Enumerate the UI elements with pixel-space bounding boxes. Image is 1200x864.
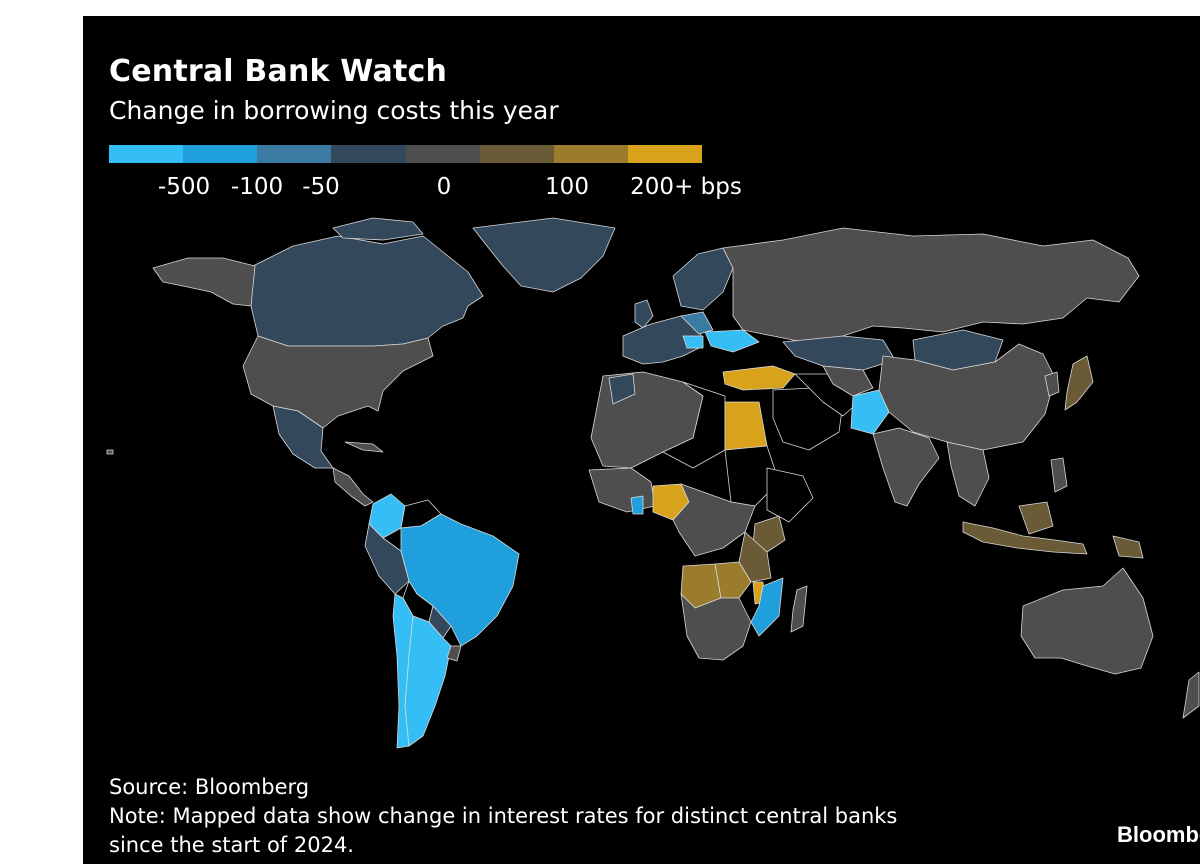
- region-new-zealand: [1182, 671, 1200, 719]
- legend-swatch-3: [331, 145, 406, 163]
- legend-tick-3: 0: [436, 174, 452, 200]
- region-india: [872, 427, 940, 507]
- chart-title: Central Bank Watch: [109, 54, 448, 89]
- region-borneo: [1018, 501, 1054, 535]
- source-text: Source: Bloomberg: [109, 775, 310, 799]
- region-peru: [364, 523, 410, 595]
- region-japan: [1064, 355, 1094, 411]
- region-greenland: [472, 217, 616, 293]
- region-korea: [1044, 371, 1060, 397]
- legend-tick-4: 100: [545, 174, 589, 200]
- region-papua: [1112, 535, 1144, 559]
- note-line-2: since the start of 2024.: [109, 833, 354, 857]
- region-turkey: [722, 365, 796, 391]
- region-madagascar: [790, 585, 808, 633]
- region-kazakhstan: [782, 335, 896, 371]
- region-central-america: [332, 467, 374, 507]
- region-central-asia: [822, 365, 874, 397]
- region-ghana: [630, 495, 644, 515]
- region-hungary: [682, 335, 704, 349]
- region-egypt: [724, 401, 768, 451]
- legend-swatch-7: [627, 145, 702, 163]
- legend-swatch-6: [553, 145, 628, 163]
- chart-subtitle: Change in borrowing costs this year: [109, 96, 559, 125]
- note-line-1: Note: Mapped data show change in interes…: [109, 804, 898, 828]
- region-zambia: [714, 561, 752, 599]
- chart-panel: Central Bank Watch Change in borrowing c…: [83, 16, 1200, 864]
- region-canada: [250, 235, 484, 347]
- world-map: [106, 217, 1200, 749]
- legend-swatch-5: [479, 145, 554, 163]
- region-uruguay: [446, 645, 462, 662]
- region-arctic-islands: [332, 217, 424, 241]
- region-alaska: [152, 257, 256, 307]
- region-uk: [634, 299, 654, 329]
- region-tanzania: [738, 531, 772, 583]
- region-southern-africa: [680, 593, 752, 661]
- region-southeast-asia: [946, 441, 990, 507]
- region-scandinavia: [672, 247, 734, 311]
- legend-swatch-0: [109, 145, 184, 163]
- region-morocco: [608, 373, 636, 405]
- legend-tick-1: -100: [230, 174, 284, 200]
- legend-tick-5: 200+ bps: [630, 174, 742, 200]
- region-poland: [680, 311, 714, 335]
- region-philippines: [1050, 457, 1068, 493]
- region-russia: [722, 227, 1140, 343]
- color-legend: [109, 145, 702, 163]
- bloomberg-logo: Bloomberg: [1117, 822, 1200, 847]
- region-ukraine: [704, 329, 760, 353]
- region-small-island: [106, 449, 114, 455]
- region-australia: [1020, 567, 1154, 675]
- region-pakistan: [850, 389, 890, 435]
- region-west-africa: [588, 467, 656, 513]
- legend-tick-0: -500: [157, 174, 211, 200]
- legend-tick-2: -50: [302, 174, 340, 200]
- region-indonesia: [962, 521, 1088, 555]
- region-cuba: [344, 441, 384, 453]
- region-central-africa: [672, 483, 756, 557]
- legend-swatch-1: [183, 145, 258, 163]
- region-china: [878, 343, 1056, 451]
- legend-swatch-2: [257, 145, 332, 163]
- region-argentina: [404, 615, 452, 747]
- region-eurozone: [622, 315, 704, 365]
- chart-footer: Source: Bloomberg Note: Mapped data show…: [109, 773, 897, 860]
- region-ethiopia: [766, 467, 814, 523]
- region-united-states: [242, 335, 434, 429]
- region-mozambique: [750, 577, 784, 637]
- legend-swatch-4: [405, 145, 480, 163]
